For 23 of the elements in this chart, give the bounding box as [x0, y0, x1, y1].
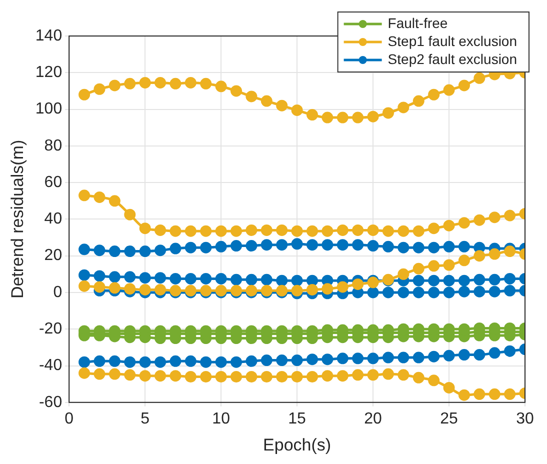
y-tick-label: -60: [38, 394, 62, 411]
legend-label: Fault-free: [388, 14, 448, 31]
y-tick-label: 120: [35, 64, 62, 82]
x-tick-label: 5: [140, 410, 150, 428]
legend-label: Step2 fault exclusion: [388, 50, 518, 67]
y-tick-label: 140: [35, 27, 62, 44]
y-tick-label: 60: [44, 174, 62, 191]
y-tick-label: 40: [44, 210, 62, 228]
legend-label: Step1 fault exclusion: [388, 32, 518, 49]
y-axis-title: Detrend residuals(m): [8, 140, 27, 299]
y-tick-label: -40: [38, 357, 62, 374]
x-tick-label: 10: [212, 410, 230, 428]
y-tick-label: -20: [38, 320, 62, 338]
x-axis-title: Epoch(s): [263, 435, 332, 454]
y-tick-label: 20: [44, 247, 62, 264]
x-tick-label: 15: [288, 410, 306, 428]
x-tick-label: 25: [440, 410, 458, 428]
x-tick-label: 0: [64, 410, 74, 428]
y-tick-label: 100: [35, 100, 62, 118]
y-tick-label: 0: [53, 284, 62, 301]
y-tick-label: 80: [44, 137, 62, 154]
x-tick-label: 20: [364, 410, 382, 428]
x-tick-label: 30: [516, 410, 534, 428]
